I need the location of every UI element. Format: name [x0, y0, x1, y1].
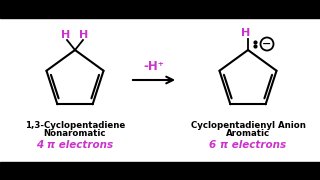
Bar — [0, 0, 320, 18]
Text: H: H — [241, 28, 251, 38]
Text: 4 π electrons: 4 π electrons — [36, 140, 114, 150]
Text: H: H — [61, 30, 71, 40]
Text: -H⁺: -H⁺ — [144, 60, 164, 73]
Text: Cyclopentadienyl Anion: Cyclopentadienyl Anion — [191, 120, 305, 129]
Text: Nonaromatic: Nonaromatic — [44, 129, 106, 138]
Text: 1,3-Cyclopentadiene: 1,3-Cyclopentadiene — [25, 120, 125, 129]
Text: H: H — [79, 30, 89, 40]
Text: 6 π electrons: 6 π electrons — [209, 140, 287, 150]
Bar — [0, 162, 320, 180]
Text: Aromatic: Aromatic — [226, 129, 270, 138]
Text: −: − — [262, 39, 272, 48]
